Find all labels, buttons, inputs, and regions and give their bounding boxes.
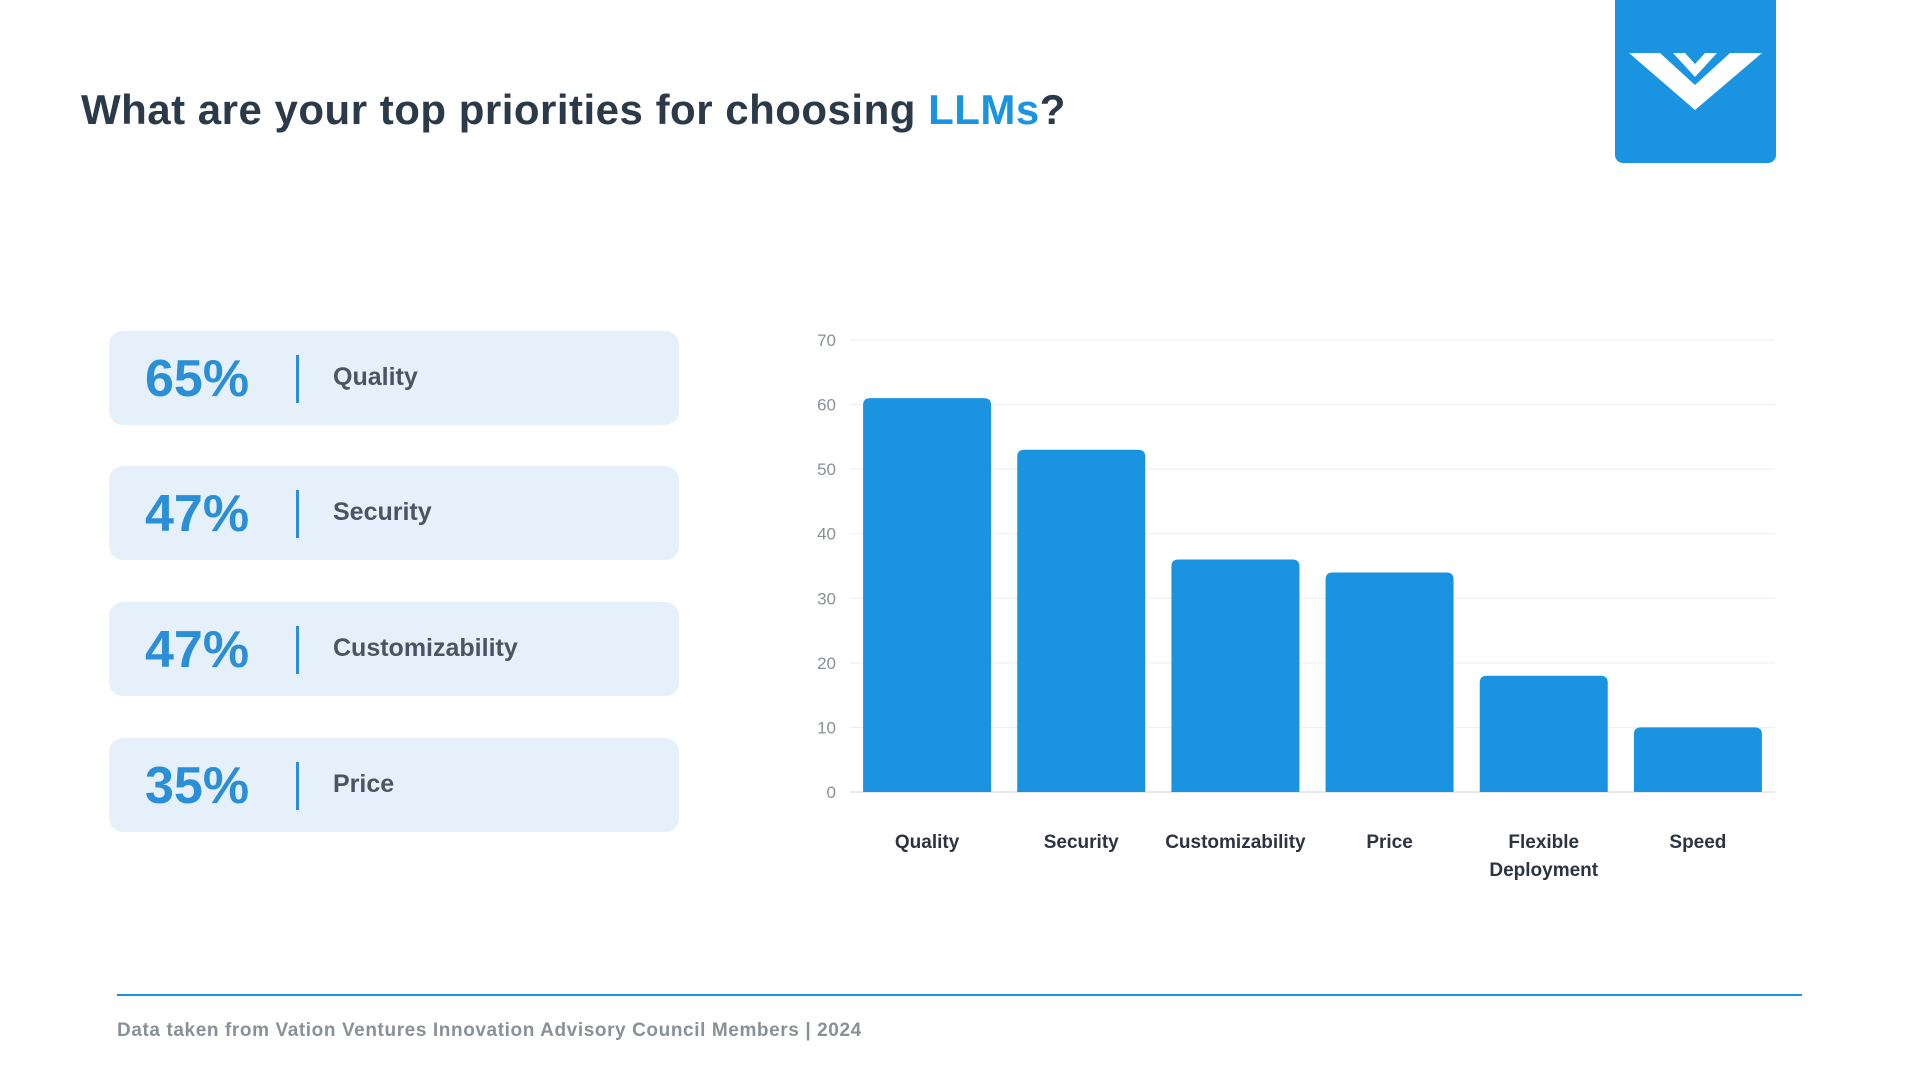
- x-tick-label: Flexible Deployment: [1489, 832, 1598, 881]
- stat-label: Price: [333, 770, 395, 798]
- stat-label: Quality: [333, 363, 418, 391]
- page-title: What are your top priorities for choosin…: [81, 86, 1066, 134]
- stat-value: 65%: [145, 350, 250, 408]
- stat-divider: [296, 490, 299, 538]
- stat-divider: [296, 762, 299, 810]
- bar-security: [1017, 449, 1146, 792]
- x-tick-label: Quality: [895, 832, 960, 853]
- stat-value: 35%: [145, 757, 250, 815]
- stat-divider: [296, 626, 299, 674]
- title-text: What are your top priorities for choosin…: [81, 86, 929, 133]
- bar-speed: [1633, 727, 1762, 792]
- bar-customizability: [1171, 559, 1300, 792]
- source-note: Data taken from Vation Ventures Innovati…: [117, 1020, 862, 1041]
- y-tick-label: 0: [827, 783, 836, 802]
- y-tick-label: 20: [817, 654, 836, 673]
- x-tick-label: Security: [1044, 832, 1119, 853]
- stat-label: Customizability: [333, 634, 518, 662]
- y-tick-label: 30: [817, 589, 836, 608]
- stat-value: 47%: [145, 485, 250, 543]
- title-highlight: LLMs: [928, 86, 1040, 133]
- bar-quality: [863, 398, 992, 792]
- stat-card-quality: 65% Quality: [109, 331, 679, 425]
- y-tick-label: 10: [817, 718, 836, 737]
- footer-divider: [117, 994, 1802, 996]
- y-tick-label: 50: [817, 460, 836, 479]
- stat-card-security: 47% Security: [109, 466, 679, 560]
- y-tick-label: 70: [817, 331, 836, 350]
- stat-value: 47%: [145, 621, 250, 679]
- title-suffix: ?: [1039, 86, 1066, 133]
- bar-price: [1325, 572, 1454, 792]
- y-tick-label: 60: [817, 396, 836, 415]
- x-tick-label: Speed: [1669, 832, 1726, 853]
- stat-label: Security: [333, 498, 432, 526]
- stat-card-customizability: 47% Customizability: [109, 602, 679, 696]
- x-tick-label: Customizability: [1165, 832, 1306, 853]
- brand-logo: [1615, 0, 1776, 163]
- stat-divider: [296, 355, 299, 403]
- bar-flexible-deployment: [1479, 675, 1608, 792]
- chevron-v-logo-icon: [1629, 53, 1762, 110]
- x-tick-label: Price: [1366, 832, 1412, 853]
- y-tick-label: 40: [817, 525, 836, 544]
- stat-card-price: 35% Price: [109, 738, 679, 832]
